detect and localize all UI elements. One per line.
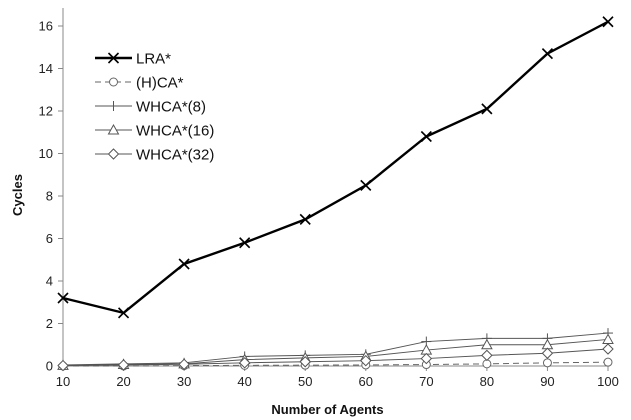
data-point bbox=[360, 354, 372, 367]
data-point bbox=[57, 292, 69, 304]
x-tick-label: 60 bbox=[359, 374, 373, 389]
data-point bbox=[602, 16, 614, 28]
legend-label: WHCA*(16) bbox=[136, 123, 214, 140]
data-point bbox=[541, 347, 554, 359]
data-point bbox=[238, 357, 251, 369]
data-point bbox=[178, 358, 190, 371]
x-tick-label: 30 bbox=[177, 374, 191, 389]
x-tick-label: 80 bbox=[480, 374, 494, 389]
data-point bbox=[299, 356, 311, 368]
data-point bbox=[178, 258, 190, 270]
series-line bbox=[62, 348, 609, 367]
y-axis-title: Cycles bbox=[10, 174, 25, 216]
y-axis-ticks: 0 2 4 6 8 10 12 14 16 bbox=[39, 19, 63, 374]
legend-item: LRA* bbox=[95, 51, 171, 68]
series-line bbox=[62, 332, 609, 366]
y-tick-label: 12 bbox=[39, 104, 53, 119]
x-axis-title: Number of Agents bbox=[271, 402, 383, 417]
data-point bbox=[602, 333, 614, 344]
x-axis-ticks: 10 20 30 40 50 60 70 80 90 100 bbox=[56, 366, 619, 389]
series-4 bbox=[57, 343, 614, 372]
data-point bbox=[481, 349, 493, 362]
data-point bbox=[299, 213, 311, 225]
y-tick-label: 2 bbox=[46, 316, 53, 331]
legend-label: (H)CA* bbox=[136, 75, 184, 92]
data-point bbox=[117, 307, 130, 319]
data-point bbox=[420, 130, 432, 143]
data-point bbox=[603, 357, 613, 367]
y-tick-label: 0 bbox=[46, 359, 53, 374]
series-2 bbox=[58, 328, 613, 370]
series-3 bbox=[57, 333, 614, 370]
data-point bbox=[602, 343, 614, 355]
legend-marker bbox=[107, 123, 120, 135]
data-point bbox=[481, 338, 493, 350]
data-point bbox=[57, 359, 69, 372]
x-tick-label: 100 bbox=[597, 374, 619, 389]
legend-label: WHCA*(32) bbox=[136, 147, 214, 164]
series-line bbox=[62, 20, 609, 315]
data-point bbox=[117, 359, 130, 371]
legend: LRA* (H)CA* WHCA*(8) WHCA*(16) WHCA*(32) bbox=[95, 51, 214, 164]
legend-item: (H)CA* bbox=[95, 75, 184, 92]
series-0 bbox=[57, 16, 614, 319]
legend-marker bbox=[107, 52, 120, 64]
data-point bbox=[541, 48, 554, 60]
x-tick-label: 50 bbox=[298, 374, 312, 389]
legend-marker bbox=[108, 101, 119, 111]
data-point bbox=[481, 103, 493, 115]
x-tick-label: 90 bbox=[540, 374, 554, 389]
legend-label: LRA* bbox=[136, 51, 171, 68]
x-tick-label: 20 bbox=[116, 374, 130, 389]
y-tick-label: 6 bbox=[46, 231, 53, 246]
series-line bbox=[63, 361, 609, 367]
data-point bbox=[542, 358, 552, 368]
legend-item: WHCA*(16) bbox=[95, 123, 214, 140]
data-point bbox=[360, 179, 372, 191]
y-tick-label: 8 bbox=[46, 189, 53, 204]
data-point bbox=[420, 352, 433, 365]
y-tick-label: 10 bbox=[39, 146, 53, 161]
series-group bbox=[57, 16, 614, 372]
legend-marker bbox=[109, 77, 118, 87]
legend-marker bbox=[107, 148, 120, 160]
x-tick-label: 70 bbox=[419, 374, 433, 389]
legend-item: WHCA*(8) bbox=[95, 99, 206, 116]
data-point bbox=[239, 237, 251, 249]
legend-item: WHCA*(32) bbox=[95, 147, 214, 164]
y-tick-label: 16 bbox=[39, 19, 53, 34]
x-tick-label: 40 bbox=[237, 374, 251, 389]
x-tick-label: 10 bbox=[56, 374, 70, 389]
y-tick-label: 14 bbox=[39, 61, 53, 76]
y-tick-label: 4 bbox=[46, 274, 53, 289]
legend-label: WHCA*(8) bbox=[136, 99, 206, 116]
